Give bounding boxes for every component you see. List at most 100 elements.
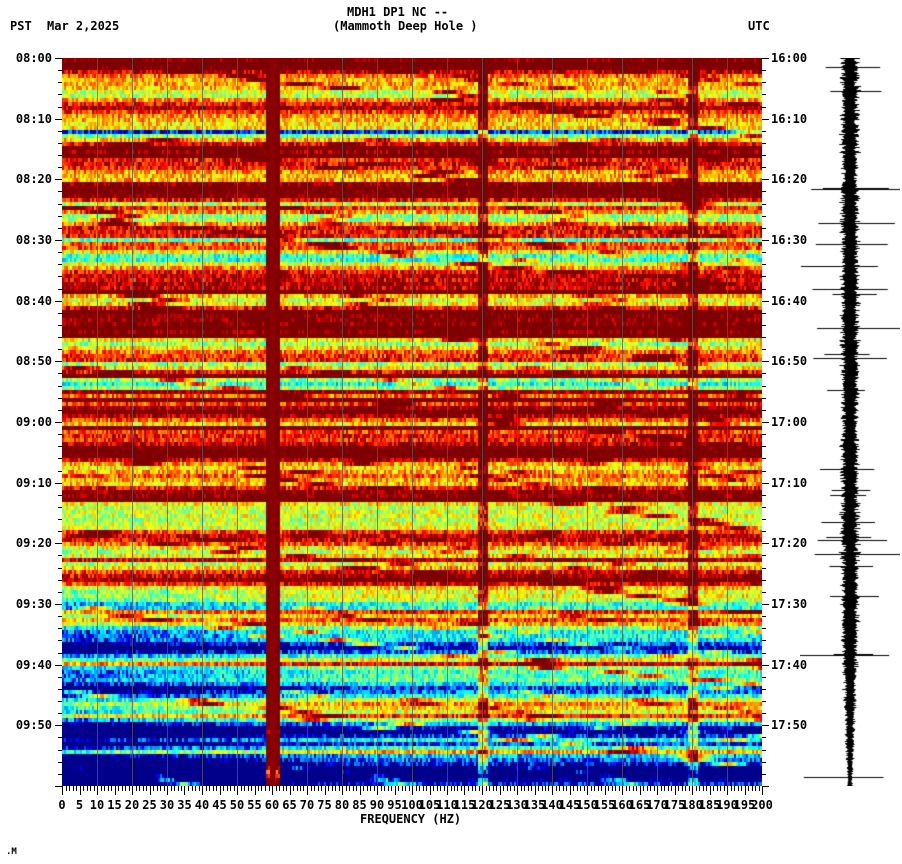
freq-major-tick-175 xyxy=(675,786,676,795)
freq-tick-label-70: 70 xyxy=(299,798,315,812)
freq-minor-tick-1 xyxy=(66,786,67,791)
freq-tick-label-80: 80 xyxy=(334,798,350,812)
time-minor-tick-8 xyxy=(762,107,766,108)
freq-minor-tick-99 xyxy=(409,786,410,791)
time-minor-tick-108 xyxy=(58,713,62,714)
freq-minor-tick-78 xyxy=(335,786,336,791)
freq-minor-tick-196 xyxy=(748,786,749,791)
time-major-tick-100 xyxy=(55,665,62,666)
freq-major-tick-200 xyxy=(762,786,763,795)
freq-major-tick-25 xyxy=(150,786,151,795)
time-minor-tick-32 xyxy=(58,252,62,253)
freq-minor-tick-142 xyxy=(559,786,560,791)
freq-major-tick-130 xyxy=(517,786,518,795)
gridline-140hz xyxy=(552,58,553,786)
time-minor-tick-24 xyxy=(58,204,62,205)
time-minor-tick-54 xyxy=(58,386,62,387)
freq-minor-tick-164 xyxy=(636,786,637,791)
freq-major-tick-105 xyxy=(430,786,431,795)
freq-minor-tick-57 xyxy=(261,786,262,791)
time-minor-tick-114 xyxy=(58,750,62,751)
freq-minor-tick-146 xyxy=(573,786,574,791)
freq-minor-tick-123 xyxy=(493,786,494,791)
freq-minor-tick-126 xyxy=(503,786,504,791)
freq-minor-tick-136 xyxy=(538,786,539,791)
freq-minor-tick-147 xyxy=(577,786,578,791)
freq-major-tick-85 xyxy=(360,786,361,795)
time-minor-tick-82 xyxy=(58,555,62,556)
freq-minor-tick-127 xyxy=(507,786,508,791)
freq-minor-tick-188 xyxy=(720,786,721,791)
time-tick-label-utc-1610: 16:10 xyxy=(771,112,808,126)
time-minor-tick-22 xyxy=(58,191,62,192)
freq-major-tick-45 xyxy=(220,786,221,795)
freq-minor-tick-54 xyxy=(251,786,252,791)
time-minor-tick-14 xyxy=(762,143,766,144)
freq-minor-tick-67 xyxy=(297,786,298,791)
time-minor-tick-84 xyxy=(762,568,766,569)
freq-major-tick-110 xyxy=(447,786,448,795)
freq-minor-tick-152 xyxy=(594,786,595,791)
time-minor-tick-44 xyxy=(58,325,62,326)
freq-tick-label-105: 105 xyxy=(418,798,441,812)
date-label: Mar 2,2025 xyxy=(47,19,120,33)
time-minor-tick-28 xyxy=(762,228,766,229)
time-minor-tick-64 xyxy=(762,446,766,447)
time-major-tick-90 xyxy=(762,604,769,605)
time-tick-label-pst-0950: 09:50 xyxy=(15,718,52,732)
freq-minor-tick-39 xyxy=(199,786,200,791)
freq-minor-tick-82 xyxy=(349,786,350,791)
time-tick-label-utc-1750: 17:50 xyxy=(771,718,808,732)
freq-minor-tick-187 xyxy=(717,786,718,791)
freq-minor-tick-167 xyxy=(647,786,648,791)
time-minor-tick-52 xyxy=(762,373,766,374)
freq-minor-tick-71 xyxy=(311,786,312,791)
freq-minor-tick-49 xyxy=(234,786,235,791)
time-major-tick-10 xyxy=(55,119,62,120)
time-minor-tick-88 xyxy=(762,592,766,593)
freq-tick-label-190: 190 xyxy=(716,798,738,812)
freq-tick-label-95: 95 xyxy=(387,798,402,812)
time-tick-label-utc-1700: 17:00 xyxy=(771,415,808,429)
time-major-tick-20 xyxy=(55,179,62,180)
freq-minor-tick-192 xyxy=(734,786,735,791)
freq-tick-label-10: 10 xyxy=(89,798,105,812)
time-minor-tick-66 xyxy=(762,458,766,459)
time-tick-label-pst-0800: 08:00 xyxy=(15,51,52,65)
freq-major-tick-135 xyxy=(535,786,536,795)
freq-minor-tick-97 xyxy=(402,786,403,791)
time-minor-tick-58 xyxy=(58,410,62,411)
powerline-60hz-band xyxy=(270,58,275,786)
freq-minor-tick-91 xyxy=(381,786,382,791)
freq-tick-label-200: 200 xyxy=(751,798,773,812)
time-minor-tick-14 xyxy=(58,143,62,144)
freq-minor-tick-63 xyxy=(283,786,284,791)
freq-minor-tick-113 xyxy=(457,786,458,791)
time-tick-label-pst-0940: 09:40 xyxy=(15,658,52,672)
freq-minor-tick-11 xyxy=(101,786,102,791)
freq-tick-label-110: 110 xyxy=(436,798,458,812)
freq-minor-tick-2 xyxy=(69,786,70,791)
time-minor-tick-46 xyxy=(58,337,62,338)
freq-major-tick-140 xyxy=(552,786,553,795)
freq-tick-label-5: 5 xyxy=(75,798,84,812)
freq-major-tick-5 xyxy=(80,786,81,795)
time-tick-label-utc-1600: 16:00 xyxy=(771,51,808,65)
freq-tick-label-140: 140 xyxy=(541,798,563,812)
freq-minor-tick-121 xyxy=(486,786,487,791)
time-tick-label-utc-1740: 17:40 xyxy=(771,658,808,672)
gridline-30hz xyxy=(167,58,168,786)
time-minor-tick-32 xyxy=(762,252,766,253)
time-minor-tick-106 xyxy=(58,701,62,702)
freq-minor-tick-166 xyxy=(643,786,644,791)
freq-major-tick-20 xyxy=(132,786,133,795)
freq-tick-label-155: 155 xyxy=(593,798,616,812)
spectrogram-plot[interactable] xyxy=(62,58,762,786)
freq-major-tick-15 xyxy=(115,786,116,795)
freq-minor-tick-106 xyxy=(433,786,434,791)
freq-tick-label-20: 20 xyxy=(124,798,140,812)
time-tick-label-pst-0900: 09:00 xyxy=(15,415,52,429)
gridline-100hz xyxy=(412,58,413,786)
freq-minor-tick-104 xyxy=(426,786,427,791)
freq-major-tick-65 xyxy=(290,786,291,795)
